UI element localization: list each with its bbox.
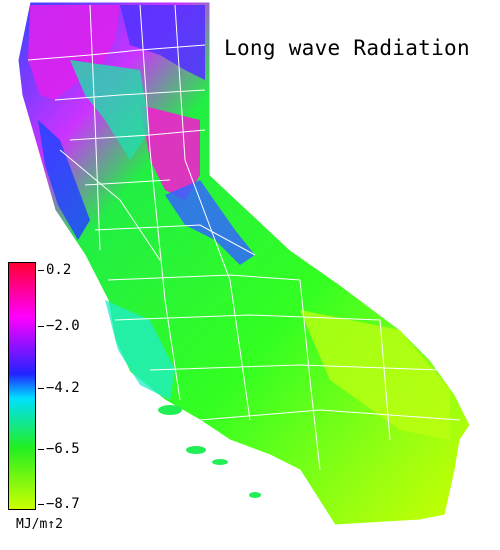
color-scale-bar — [8, 262, 36, 510]
colorbar-tick-1 — [38, 270, 44, 271]
colorbar-label-3: −4.2 — [46, 380, 80, 396]
county-boundaries — [27, 4, 461, 471]
colorbar-label-min: −8.7 — [46, 496, 80, 512]
colorbar-label-max: 0.2 — [46, 262, 72, 278]
south-yellow — [300, 310, 450, 440]
map-title: Long wave Radiation — [224, 36, 470, 60]
colorbar-unit: MJ/m↑2 — [16, 517, 63, 532]
colorbar-tick-5 — [38, 504, 44, 505]
sierra-magenta — [140, 105, 200, 200]
sierra-blue — [165, 180, 255, 265]
colorbar-label-2: −2.0 — [46, 318, 80, 334]
colorbar-tick-4 — [38, 449, 44, 450]
coast-blue — [38, 120, 90, 240]
central-cyan — [70, 60, 150, 160]
channel-islands — [158, 405, 261, 498]
north-coast-magenta — [28, 5, 120, 100]
colorbar-tick-2 — [38, 326, 44, 327]
coast-cyan-south — [105, 300, 175, 400]
colorbar-tick-3 — [38, 388, 44, 389]
colorbar-label-4: −6.5 — [46, 441, 80, 457]
